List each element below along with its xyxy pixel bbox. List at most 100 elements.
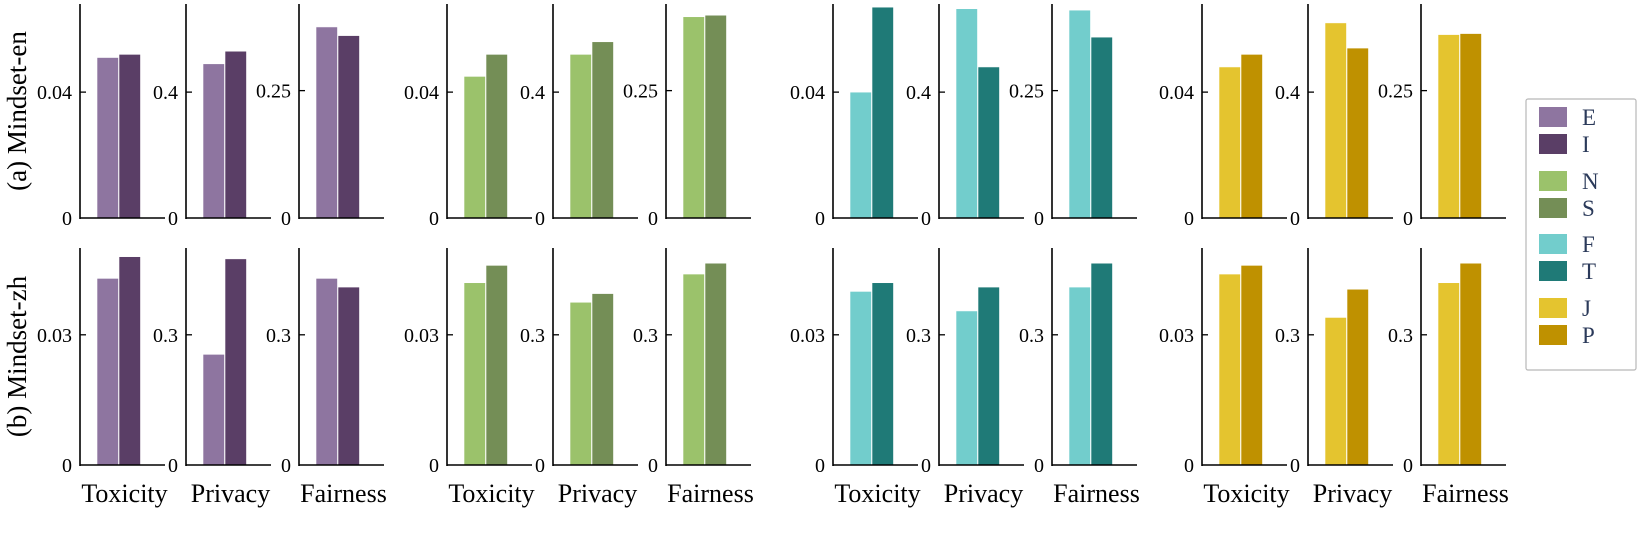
- y-tick-label-n-s-a-mindset-en-fairness: 0.25: [623, 81, 658, 103]
- bar-s-n-s-a-mindset-en-privacy: [591, 41, 614, 219]
- bar-e-e-i-b-mindset-zh-toxicity: [96, 278, 119, 466]
- bar-j-j-p-a-mindset-en-fairness: [1437, 34, 1460, 219]
- y-tick-label-n-s-b-mindset-zh-toxicity: 0: [429, 455, 439, 477]
- bar-p-j-p-a-mindset-en-fairness: [1459, 33, 1482, 219]
- bar-e-e-i-a-mindset-en-fairness: [315, 26, 338, 219]
- bar-j-j-p-b-mindset-zh-privacy: [1324, 317, 1347, 466]
- category-labels: Toxicity Privacy Fairness Toxicity Privacy Fa…: [81, 479, 1508, 508]
- legend-label-f: F: [1582, 232, 1595, 257]
- panel-e-i-b-mindset-zh-privacy: 00.3: [153, 248, 271, 477]
- legend-label-s: S: [1582, 196, 1595, 221]
- bar-p-j-p-b-mindset-zh-fairness: [1459, 262, 1482, 466]
- panel-e-i-a-mindset-en-privacy: 00.4: [153, 4, 271, 230]
- bar-i-e-i-b-mindset-zh-privacy: [224, 258, 247, 466]
- category-label-fairness-e-i: Fairness: [300, 479, 387, 508]
- y-tick-label-n-s-b-mindset-zh-fairness: 0.3: [633, 325, 658, 347]
- category-label-toxicity-e-i: Toxicity: [81, 479, 167, 508]
- bar-s-n-s-b-mindset-zh-toxicity: [485, 265, 508, 466]
- category-label-fairness-f-t: Fairness: [1053, 479, 1140, 508]
- panel-n-s-a-mindset-en-privacy: 00.4: [520, 4, 638, 230]
- bar-j-j-p-a-mindset-en-toxicity: [1218, 66, 1241, 219]
- y-tick-label-n-s-b-mindset-zh-privacy: 0: [535, 455, 545, 477]
- y-tick-label-j-p-a-mindset-en-toxicity: 0.04: [1159, 82, 1194, 104]
- panel-f-t-a-mindset-en-privacy: 00.4: [906, 4, 1024, 230]
- legend-label-p: P: [1582, 323, 1595, 348]
- y-tick-label-e-i-b-mindset-zh-toxicity: 0.03: [37, 325, 72, 347]
- y-tick-label-e-i-a-mindset-en-toxicity: 0.04: [37, 82, 72, 104]
- bar-s-n-s-b-mindset-zh-fairness: [704, 262, 727, 466]
- bar-t-f-t-b-mindset-zh-privacy: [977, 286, 1000, 466]
- bar-s-n-s-a-mindset-en-toxicity: [485, 54, 508, 219]
- bar-i-e-i-b-mindset-zh-fairness: [337, 286, 360, 466]
- legend-swatch-s: [1539, 198, 1567, 218]
- y-tick-label-j-p-b-mindset-zh-privacy: 0.3: [1275, 325, 1300, 347]
- bar-f-f-t-b-mindset-zh-privacy: [955, 310, 978, 466]
- legend-swatch-p: [1539, 325, 1567, 345]
- y-tick-label-n-s-a-mindset-en-toxicity: 0: [429, 208, 439, 230]
- panel-j-p-a-mindset-en-toxicity: 00.04: [1159, 4, 1287, 230]
- bar-e-e-i-a-mindset-en-privacy: [202, 63, 225, 219]
- bar-n-n-s-a-mindset-en-fairness: [682, 16, 705, 219]
- bar-n-n-s-b-mindset-zh-fairness: [682, 273, 705, 466]
- y-tick-label-f-t-a-mindset-en-privacy: 0: [921, 208, 931, 230]
- panel-f-t-a-mindset-en-fairness: 00.25: [1009, 4, 1137, 230]
- y-tick-label-f-t-b-mindset-zh-toxicity: 0.03: [790, 325, 825, 347]
- bar-p-j-p-a-mindset-en-privacy: [1346, 47, 1369, 219]
- panel-e-i-b-mindset-zh-fairness: 00.3: [266, 248, 384, 477]
- bar-i-e-i-a-mindset-en-privacy: [224, 50, 247, 219]
- y-tick-label-f-t-a-mindset-en-toxicity: 0.04: [790, 82, 825, 104]
- bar-t-f-t-b-mindset-zh-fairness: [1090, 262, 1113, 466]
- panel-j-p-b-mindset-zh-toxicity: 00.03: [1159, 248, 1287, 477]
- y-tick-label-n-s-b-mindset-zh-toxicity: 0.03: [404, 325, 439, 347]
- category-label-privacy-e-i: Privacy: [191, 479, 270, 508]
- panel-e-i-a-mindset-en-toxicity: 00.04: [37, 4, 165, 230]
- panel-n-s-b-mindset-zh-privacy: 00.3: [520, 248, 638, 477]
- bar-n-n-s-a-mindset-en-toxicity: [463, 76, 486, 219]
- category-label-privacy-n-s: Privacy: [558, 479, 637, 508]
- bar-p-j-p-b-mindset-zh-toxicity: [1240, 265, 1263, 466]
- bar-n-n-s-b-mindset-zh-privacy: [569, 301, 592, 466]
- bar-n-n-s-a-mindset-en-privacy: [569, 54, 592, 219]
- category-label-toxicity-j-p: Toxicity: [1203, 479, 1289, 508]
- panel-f-t-a-mindset-en-toxicity: 00.04: [790, 4, 918, 230]
- bar-e-e-i-b-mindset-zh-privacy: [202, 354, 225, 466]
- bar-f-f-t-a-mindset-en-toxicity: [849, 91, 872, 219]
- y-tick-label-j-p-b-mindset-zh-fairness: 0: [1403, 455, 1413, 477]
- bar-t-f-t-a-mindset-en-toxicity: [871, 6, 894, 219]
- y-tick-label-f-t-b-mindset-zh-fairness: 0.3: [1019, 325, 1044, 347]
- category-label-fairness-n-s: Fairness: [667, 479, 754, 508]
- y-tick-label-j-p-a-mindset-en-privacy: 0: [1290, 208, 1300, 230]
- y-tick-label-e-i-a-mindset-en-toxicity: 0: [62, 208, 72, 230]
- y-tick-label-e-i-b-mindset-zh-privacy: 0: [168, 455, 178, 477]
- y-tick-label-e-i-b-mindset-zh-fairness: 0.3: [266, 325, 291, 347]
- y-tick-label-n-s-b-mindset-zh-fairness: 0: [648, 455, 658, 477]
- y-tick-label-f-t-b-mindset-zh-toxicity: 0: [815, 455, 825, 477]
- panel-e-i-a-mindset-en-fairness: 00.25: [256, 4, 384, 230]
- panel-f-t-b-mindset-zh-fairness: 00.3: [1019, 248, 1137, 477]
- category-label-fairness-j-p: Fairness: [1422, 479, 1509, 508]
- category-label-toxicity-f-t: Toxicity: [834, 479, 920, 508]
- category-label-toxicity-n-s: Toxicity: [448, 479, 534, 508]
- row-label-a-mindset-en: (a) Mindset-en: [2, 31, 32, 191]
- y-tick-label-e-i-a-mindset-en-privacy: 0.4: [153, 82, 178, 104]
- bar-f-f-t-b-mindset-zh-fairness: [1068, 286, 1091, 466]
- y-tick-label-f-t-a-mindset-en-fairness: 0: [1034, 208, 1044, 230]
- panel-f-t-b-mindset-zh-toxicity: 00.03: [790, 248, 918, 477]
- bar-e-e-i-a-mindset-en-toxicity: [96, 57, 119, 219]
- row-label-b-mindset-zh: (b) Mindset-zh: [2, 275, 32, 437]
- y-tick-label-e-i-b-mindset-zh-fairness: 0: [281, 455, 291, 477]
- bar-t-f-t-a-mindset-en-fairness: [1090, 36, 1113, 219]
- y-tick-label-e-i-a-mindset-en-fairness: 0: [281, 208, 291, 230]
- y-tick-label-e-i-b-mindset-zh-privacy: 0.3: [153, 325, 178, 347]
- y-tick-label-f-t-b-mindset-zh-privacy: 0.3: [906, 325, 931, 347]
- y-tick-label-n-s-a-mindset-en-privacy: 0.4: [520, 82, 545, 104]
- bar-j-j-p-b-mindset-zh-fairness: [1437, 282, 1460, 466]
- y-tick-label-f-t-a-mindset-en-fairness: 0.25: [1009, 81, 1044, 103]
- bar-t-f-t-b-mindset-zh-toxicity: [871, 282, 894, 466]
- y-tick-label-j-p-b-mindset-zh-fairness: 0.3: [1388, 325, 1413, 347]
- y-tick-label-j-p-a-mindset-en-fairness: 0.25: [1378, 81, 1413, 103]
- bar-f-f-t-a-mindset-en-privacy: [955, 8, 978, 219]
- panel-n-s-b-mindset-zh-toxicity: 00.03: [404, 248, 532, 477]
